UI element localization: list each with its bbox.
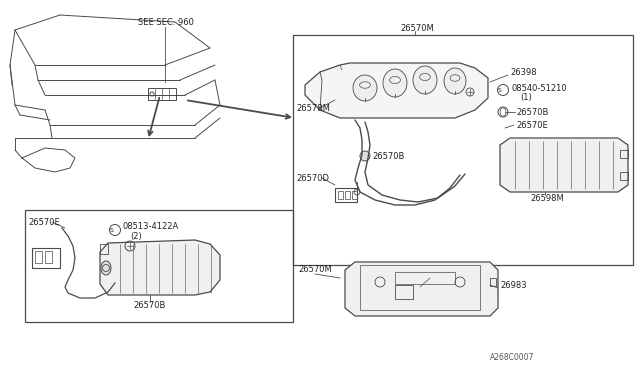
Bar [35, 251, 42, 263]
Ellipse shape [383, 69, 407, 97]
Text: 26570M: 26570M [400, 23, 434, 32]
Text: 26570B: 26570B [372, 151, 404, 160]
Bar [45, 251, 52, 263]
Bar [345, 191, 350, 199]
Text: 26398: 26398 [510, 67, 536, 77]
Text: 26570B: 26570B [134, 301, 166, 310]
Bar [360, 265, 480, 310]
Polygon shape [305, 63, 488, 118]
Bar [25, 210, 293, 322]
Bar [620, 150, 628, 158]
Polygon shape [100, 240, 220, 295]
Polygon shape [345, 262, 498, 316]
Bar [335, 188, 357, 202]
Bar [395, 285, 413, 299]
Text: SEE SEC. 960: SEE SEC. 960 [138, 17, 194, 26]
Text: 26570D: 26570D [296, 173, 329, 183]
Ellipse shape [353, 75, 377, 101]
Text: 26570E: 26570E [516, 121, 548, 129]
Text: (2): (2) [130, 231, 141, 241]
Bar [100, 244, 108, 254]
Ellipse shape [413, 66, 437, 94]
Bar [32, 248, 60, 268]
Bar [148, 88, 176, 100]
Ellipse shape [101, 261, 111, 275]
Text: 08513-4122A: 08513-4122A [122, 221, 179, 231]
Text: S: S [110, 228, 114, 232]
Text: 26983: 26983 [500, 280, 527, 289]
Text: 26570E: 26570E [28, 218, 60, 227]
Circle shape [360, 151, 370, 161]
Bar [293, 35, 633, 265]
Text: 26570B: 26570B [516, 108, 548, 116]
Bar [352, 191, 357, 199]
Polygon shape [500, 138, 628, 192]
Bar [395, 272, 455, 284]
Text: 26598M: 26598M [530, 193, 564, 202]
Bar [490, 278, 496, 286]
Text: S: S [498, 87, 502, 93]
Ellipse shape [444, 68, 466, 94]
Text: 26578M: 26578M [296, 103, 330, 112]
Text: (1): (1) [520, 93, 532, 102]
Text: 26570M: 26570M [298, 266, 332, 275]
Bar [620, 172, 628, 180]
Text: 08540-51210: 08540-51210 [512, 83, 568, 93]
Bar [338, 191, 343, 199]
Text: A268C0007: A268C0007 [490, 353, 534, 362]
